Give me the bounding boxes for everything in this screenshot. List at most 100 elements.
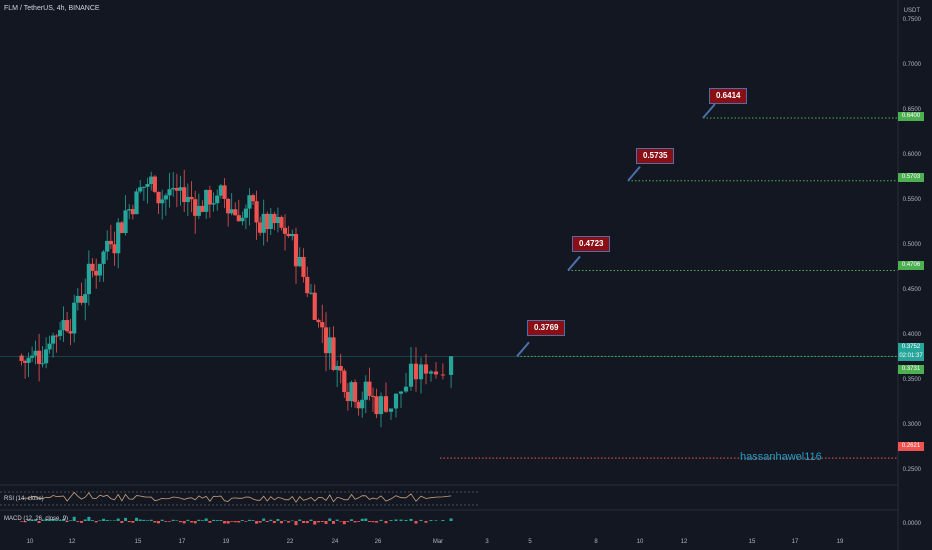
candle — [363, 381, 368, 400]
candle — [265, 213, 270, 230]
macd-histogram-bar — [424, 521, 428, 523]
date-tick-label: 26 — [375, 539, 382, 545]
macd-histogram-bar — [409, 518, 413, 521]
date-tick-label: 17 — [179, 539, 186, 545]
candle — [116, 222, 121, 254]
macd-histogram-bar — [197, 519, 201, 521]
candle — [286, 233, 291, 237]
price-tick-label: 0.5500 — [903, 197, 922, 203]
candle — [374, 396, 379, 415]
macd-histogram-bar — [219, 520, 223, 521]
candle — [204, 189, 209, 212]
candle — [152, 176, 157, 192]
price-badge: 0.3752 — [898, 342, 924, 352]
macd-histogram-bar — [328, 518, 332, 521]
candle — [413, 363, 419, 380]
target-callout: 0.4723 — [572, 236, 611, 252]
macd-histogram-bar — [175, 520, 179, 521]
macd-histogram-bar — [265, 521, 269, 523]
macd-histogram-bar — [105, 519, 109, 521]
date-tick-label: 3 — [485, 539, 489, 545]
macd-histogram-bar — [247, 519, 251, 521]
macd-histogram-bar — [80, 521, 84, 523]
macd-histogram-bar — [429, 520, 433, 521]
date-tick-label: 12 — [681, 539, 688, 545]
macd-histogram-bar — [149, 519, 153, 521]
candle — [130, 209, 135, 215]
candle — [112, 244, 117, 254]
candle — [261, 213, 266, 233]
candle — [367, 381, 372, 396]
macd-histogram-bar — [404, 519, 408, 521]
candle — [97, 263, 102, 276]
macd-histogram-bar — [230, 521, 234, 522]
macd-histogram-bar — [171, 519, 175, 521]
price-tick-label: 0.7000 — [903, 62, 922, 68]
macd-histogram-bar — [208, 521, 212, 523]
candle — [418, 364, 424, 380]
macd-histogram-bar — [51, 518, 55, 521]
macd-histogram-bar — [116, 518, 120, 521]
macd-histogram-bar — [360, 518, 364, 521]
candle — [167, 189, 172, 196]
macd-histogram-bar — [193, 521, 197, 524]
macd-histogram-bar — [251, 520, 255, 521]
macd-histogram-bar — [317, 521, 320, 523]
candle — [240, 217, 245, 222]
candle — [23, 360, 28, 363]
candle — [33, 350, 38, 356]
candle — [383, 396, 389, 412]
macd-histogram-bar — [201, 520, 205, 521]
candle — [272, 213, 277, 224]
macd-histogram-bar — [269, 519, 273, 521]
macd-histogram-bar — [272, 521, 276, 524]
candle — [275, 216, 281, 224]
candle — [316, 319, 321, 323]
candle — [393, 393, 399, 409]
macd-histogram-bar — [157, 521, 161, 524]
candle — [254, 201, 259, 223]
date-tick-label: 8 — [594, 539, 598, 545]
candle — [345, 392, 350, 402]
macd-histogram-bar — [237, 521, 241, 523]
macd-histogram-bar — [371, 521, 375, 523]
macd-histogram-bar — [91, 520, 95, 521]
date-tick-label: 10 — [27, 539, 34, 545]
candle — [127, 209, 132, 211]
price-tick-label: 0.2500 — [903, 467, 922, 473]
candle — [215, 195, 220, 204]
macd-histogram-bar — [76, 521, 80, 522]
macd-histogram-bar — [276, 519, 280, 521]
candle — [428, 371, 434, 374]
candle — [236, 215, 241, 222]
candle — [105, 240, 110, 252]
price-tick-label: 0.5000 — [903, 242, 922, 248]
macd-histogram-bar — [258, 521, 262, 523]
candle — [211, 203, 216, 205]
price-badge: 02:01:37 — [898, 351, 924, 361]
candle — [86, 263, 91, 295]
macd-histogram-bar — [44, 519, 48, 521]
macd-histogram-bar — [309, 519, 313, 521]
candle — [349, 382, 354, 402]
macd-histogram-bar — [339, 521, 343, 522]
candle — [160, 199, 165, 204]
macd-histogram-bar — [186, 519, 190, 521]
macd-histogram-bar — [287, 521, 291, 523]
macd-histogram-bar — [346, 521, 350, 522]
axis-unit: USDT — [903, 8, 920, 14]
macd-histogram-bar — [120, 521, 124, 524]
macd-histogram-bar — [37, 521, 41, 523]
macd-histogram-bar — [30, 519, 34, 521]
price-tick-label: 0.7500 — [903, 17, 922, 23]
candle — [185, 196, 190, 203]
target-callout: 0.5735 — [636, 148, 675, 164]
candle — [58, 330, 63, 336]
candle — [30, 355, 35, 358]
candle — [233, 209, 238, 216]
price-tick-label: 0.6000 — [903, 152, 922, 158]
candle — [26, 357, 31, 363]
rsi-label: RSI (14, close) — [4, 496, 44, 502]
